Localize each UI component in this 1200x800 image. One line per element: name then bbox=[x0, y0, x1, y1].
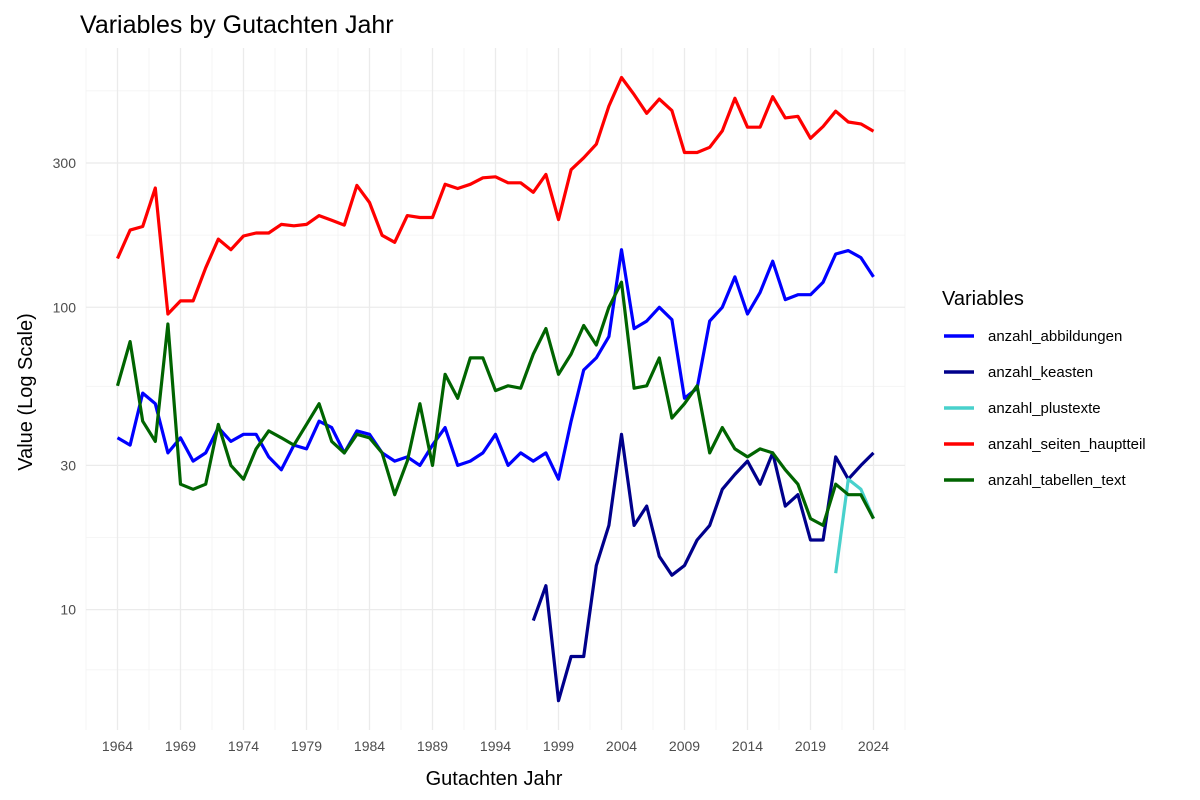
legend-label: anzahl_plustexte bbox=[988, 400, 1101, 417]
legend-title: Variables bbox=[942, 288, 1024, 310]
legend-label: anzahl_seiten_hauptteil bbox=[988, 436, 1146, 453]
y-tick-label: 300 bbox=[53, 155, 77, 171]
x-tick-label: 2014 bbox=[732, 738, 763, 754]
y-tick-label: 30 bbox=[60, 457, 76, 473]
series-line-anzahl-seiten-hauptteil bbox=[116, 75, 875, 316]
x-axis-title: Gutachten Jahr bbox=[426, 768, 563, 790]
x-tick-label: 1984 bbox=[354, 738, 385, 754]
series-lines bbox=[115, 75, 875, 703]
x-tick-label: 1974 bbox=[228, 738, 259, 754]
legend-label: anzahl_tabellen_text bbox=[988, 472, 1126, 489]
chart-title: Variables by Gutachten Jahr bbox=[80, 11, 394, 39]
x-tick-label: 1969 bbox=[165, 738, 196, 754]
x-tick-label: 1999 bbox=[543, 738, 574, 754]
legend-items: anzahl_abbildungen anzahl_keasten anzahl_p… bbox=[944, 328, 1146, 489]
x-tick-label: 1994 bbox=[480, 738, 511, 754]
x-tick-label: 1964 bbox=[102, 738, 133, 754]
grid-lines bbox=[85, 48, 906, 730]
x-tick-label: 1989 bbox=[417, 738, 448, 754]
legend: Variables anzahl_abbildungen anzahl_keast… bbox=[942, 288, 1146, 489]
x-tick-label: 2019 bbox=[795, 738, 826, 754]
x-axis-ticks: 1964 1969 1974 1979 1984 1989 1994 1999 2004 2009… bbox=[102, 738, 889, 754]
legend-item: anzahl_tabellen_text bbox=[944, 472, 1126, 489]
series-line-anzahl-tabellen-text bbox=[115, 280, 875, 528]
y-tick-label: 100 bbox=[53, 299, 77, 315]
series-line-anzahl-abbildungen bbox=[116, 248, 875, 481]
x-tick-label: 2024 bbox=[858, 738, 889, 754]
legend-label: anzahl_abbildungen bbox=[988, 328, 1122, 345]
x-tick-label: 2004 bbox=[606, 738, 637, 754]
y-axis-title: Value (Log Scale) bbox=[15, 313, 37, 471]
legend-label: anzahl_keasten bbox=[988, 364, 1093, 381]
legend-item: anzahl_abbildungen bbox=[944, 328, 1122, 345]
y-axis-ticks: 10 30 100 300 bbox=[53, 155, 77, 618]
legend-item: anzahl_plustexte bbox=[944, 400, 1101, 417]
series-line-anzahl-keasten bbox=[531, 432, 875, 703]
y-tick-label: 10 bbox=[60, 602, 76, 618]
x-tick-label: 2009 bbox=[669, 738, 700, 754]
legend-item: anzahl_keasten bbox=[944, 364, 1093, 381]
legend-item: anzahl_seiten_hauptteil bbox=[944, 436, 1146, 453]
x-tick-label: 1979 bbox=[291, 738, 322, 754]
